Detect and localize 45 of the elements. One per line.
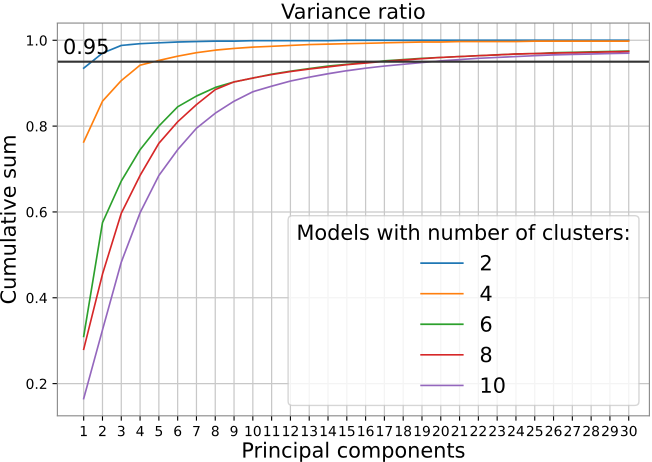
x-tick-label: 17 (377, 426, 392, 436)
y-tick-label: 0.2 (26, 378, 46, 390)
x-tick-label: 19 (414, 426, 430, 436)
legend-label: 6 (480, 316, 492, 332)
x-tick-label: 7 (193, 426, 200, 436)
legend-label: 4 (480, 286, 492, 301)
x-tick-label: 15 (339, 426, 354, 436)
x-tick-label: 6 (174, 426, 182, 436)
x-tick-label: 21 (452, 426, 468, 436)
legend-label: 2 (480, 254, 491, 270)
x-tick-label: 27 (564, 426, 580, 436)
legend-label: 8 (480, 346, 492, 362)
y-tick-label: 1.0 (27, 35, 47, 46)
chart-title: Variance ratio (281, 2, 425, 20)
legend-label: 10 (482, 377, 505, 394)
x-tick-label: 24 (508, 426, 524, 436)
x-axis-title: Principal components (243, 442, 464, 462)
x-tick-label: 10 (246, 426, 261, 436)
x-tick-label: 29 (602, 426, 618, 436)
legend-title: Models with number of clusters: (298, 224, 628, 240)
ref-line-label: 0.95 (64, 38, 108, 54)
y-axis-title: Cumulative sum (0, 136, 16, 304)
x-tick-label: 30 (620, 426, 637, 436)
x-tick-label: 1 (80, 426, 87, 436)
x-tick-label: 4 (136, 426, 144, 436)
x-tick-label: 14 (320, 426, 336, 436)
x-tick-label: 11 (264, 426, 280, 436)
x-tick-label: 9 (230, 426, 238, 436)
x-tick-label: 25 (526, 426, 542, 436)
y-tick-label: 0.4 (26, 292, 47, 304)
x-tick-label: 26 (546, 426, 562, 436)
x-tick-label: 3 (118, 426, 125, 436)
x-tick-label: 20 (432, 426, 449, 436)
x-tick-label: 28 (583, 426, 600, 436)
x-tick-label: 16 (358, 426, 374, 436)
x-tick-label: 23 (489, 426, 505, 436)
y-tick-label: 0.6 (26, 206, 47, 218)
x-tick-label: 22 (470, 426, 486, 436)
y-tick-label: 0.8 (26, 121, 47, 132)
x-tick-label: 8 (212, 426, 219, 436)
x-tick-label: 12 (283, 426, 298, 436)
x-tick-label: 13 (302, 426, 317, 436)
x-tick-label: 18 (396, 426, 412, 436)
x-tick-label: 2 (99, 426, 106, 436)
x-tick-label: 5 (156, 426, 162, 436)
